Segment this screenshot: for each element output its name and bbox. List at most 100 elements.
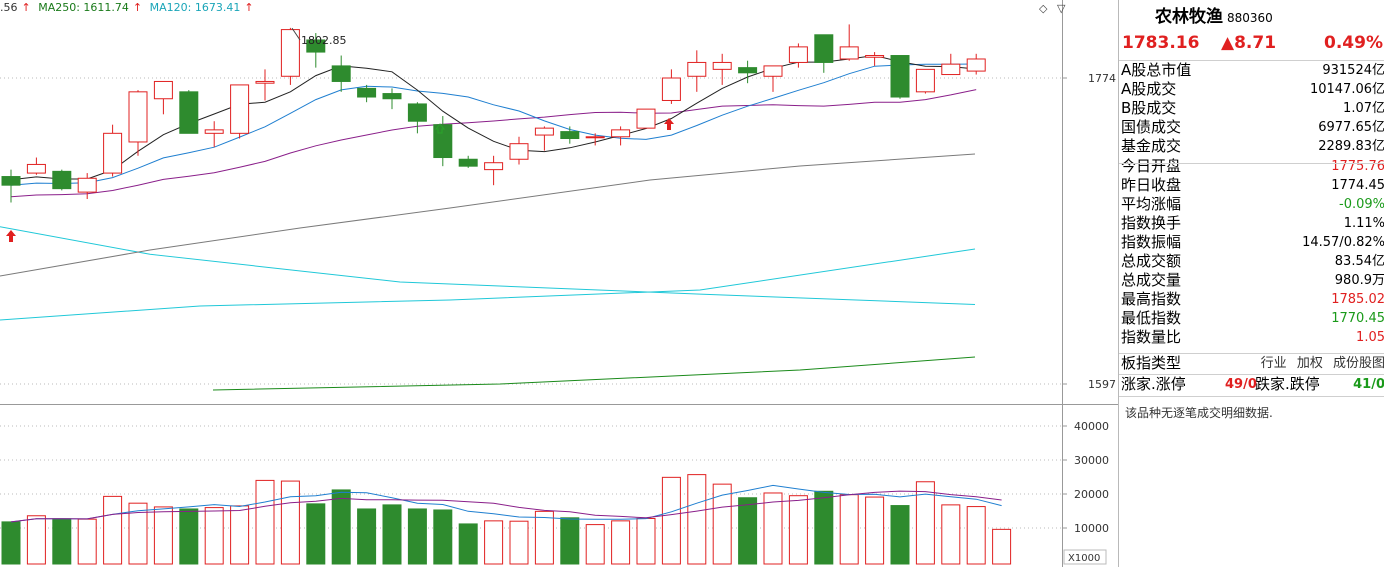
ma250-line [212, 356, 976, 391]
stat-row: 国债成交 6977.65亿 [1119, 118, 1384, 137]
kline-chart-area[interactable]: 1774 1597 40000 30000 20000 10000 X1000 1802.85… [0, 0, 1118, 567]
arrow-up-icon: ↑ [132, 1, 143, 14]
stat-row: 基金成交 2289.83亿 [1119, 137, 1384, 156]
ma120-line [0, 226, 976, 305]
price-change-pct: 0.49% [1324, 33, 1383, 53]
ma-legend-fragment: .56 [0, 1, 18, 14]
stat-row: 今日开盘 1775.76 [1119, 157, 1384, 176]
down-count-value: 41/0 [1353, 377, 1384, 392]
candle-body [890, 55, 910, 98]
candle-body [407, 103, 427, 122]
stat-value: 14.57/0.82% [1302, 234, 1384, 250]
board-link-weighted[interactable]: 加权 [1296, 356, 1323, 371]
price-axis-label: 1774 [1088, 72, 1116, 85]
stat-value: 1770.45 [1331, 311, 1384, 327]
volume-bar [280, 480, 300, 565]
stat-row: 最高指数 1785.02 [1119, 290, 1384, 309]
volume-ma10-line [10, 490, 1002, 523]
volume-axis-label: 10000 [1074, 522, 1109, 535]
stat-label: 指数换手 [1121, 213, 1182, 232]
board-link-industry[interactable]: 行业 [1260, 356, 1287, 371]
price-axis-label: 1597 [1088, 378, 1116, 391]
peak-price-label: 1802.85 [301, 34, 347, 47]
volume-bar [26, 515, 46, 565]
candle-body [585, 136, 605, 139]
candle-body [433, 124, 453, 159]
candle-body [255, 80, 275, 84]
ma20-line [10, 89, 977, 198]
volume-bar [687, 474, 707, 565]
stat-value: 2289.83亿 [1318, 139, 1384, 155]
up-count-value: 49/0 [1225, 377, 1257, 392]
stat-value: 1.05 [1356, 330, 1384, 346]
candle-body [534, 127, 554, 136]
candle-body [204, 129, 224, 134]
stat-label: 平均涨幅 [1121, 194, 1182, 213]
board-type-label: 板指类型 [1121, 354, 1182, 372]
candle-body [814, 34, 834, 63]
peak-leader-line [291, 27, 301, 41]
ma120-line [0, 248, 976, 321]
stat-label: 今日开盘 [1121, 156, 1182, 175]
candle-body [1, 176, 21, 186]
volume-bar [458, 523, 478, 565]
stat-value: 1785.02 [1331, 292, 1384, 308]
stat-label: 国债成交 [1121, 118, 1182, 137]
quote-panel: 农林牧渔 880360 1783.16 ▲8.71 0.49% A股总市值 9315… [1118, 0, 1384, 567]
volume-bar [763, 492, 783, 565]
volume-bar [484, 520, 504, 565]
ma10-line [10, 63, 977, 186]
stat-value: 1.11% [1343, 215, 1384, 231]
stat-label: 指数量比 [1121, 328, 1182, 347]
volume-bar [585, 524, 605, 565]
candle-body [941, 63, 961, 76]
volume-bar [230, 505, 250, 565]
volume-bar [966, 506, 986, 565]
candle-body [26, 163, 46, 174]
board-link-chart[interactable]: 图 [1371, 356, 1384, 371]
volume-bar [915, 481, 935, 565]
dropdown-icon[interactable]: ▽ [1056, 2, 1066, 15]
ma250-legend: MA250: 1611.74 [38, 1, 129, 14]
volume-bar [738, 497, 758, 565]
stat-row: B股成交 1.07亿 [1119, 99, 1384, 118]
candle-body [661, 77, 681, 101]
stat-value: 931524亿 [1322, 63, 1384, 78]
candle-body [509, 143, 529, 160]
candle-body [763, 65, 783, 77]
candle-body [966, 58, 986, 72]
candle-body [458, 158, 478, 167]
ma-legend: .56 ↑ MA250: 1611.74 ↑ MA120: 1673.41 ↑ [0, 0, 258, 16]
price-change: ▲8.71 [1221, 33, 1277, 53]
volume-bar [839, 494, 859, 565]
stat-row: 昨日收盘 1774.45 [1119, 176, 1384, 195]
stat-value: 1.07亿 [1343, 101, 1384, 117]
stat-value: 83.54亿 [1334, 254, 1384, 269]
divider [1119, 374, 1384, 375]
stat-row: 总成交额 83.54亿 [1119, 252, 1384, 271]
divider [1119, 163, 1384, 164]
volume-bar [509, 520, 529, 565]
volume-bar [103, 495, 123, 565]
kline-chart-svg[interactable]: 1774 1597 40000 30000 20000 10000 X1000 1802.85 [0, 0, 1118, 567]
board-link-constituents[interactable]: 成份股 [1332, 356, 1372, 371]
candle-body [77, 177, 97, 193]
stat-row: 最低指数 1770.45 [1119, 309, 1384, 328]
stat-value: 6977.65亿 [1318, 120, 1384, 136]
candle-body [611, 129, 631, 138]
stat-value: 10147.06亿 [1309, 82, 1384, 98]
candle-body [382, 93, 402, 100]
divider [1119, 60, 1384, 61]
volume-axis-label: 30000 [1074, 454, 1109, 467]
volume-bar [865, 496, 885, 565]
ma60-line [0, 153, 976, 277]
stat-label: 指数振幅 [1121, 232, 1182, 251]
volume-bar [331, 489, 351, 565]
last-price: 1783.16 [1122, 33, 1200, 53]
candle-body [839, 46, 859, 60]
stat-label: A股成交 [1121, 80, 1177, 99]
arrow-up-icon: ↑ [244, 1, 254, 14]
stat-row: 指数量比 1.05 [1119, 328, 1384, 347]
diamond-icon[interactable]: ◇ [1039, 2, 1048, 15]
divider [1119, 396, 1384, 397]
